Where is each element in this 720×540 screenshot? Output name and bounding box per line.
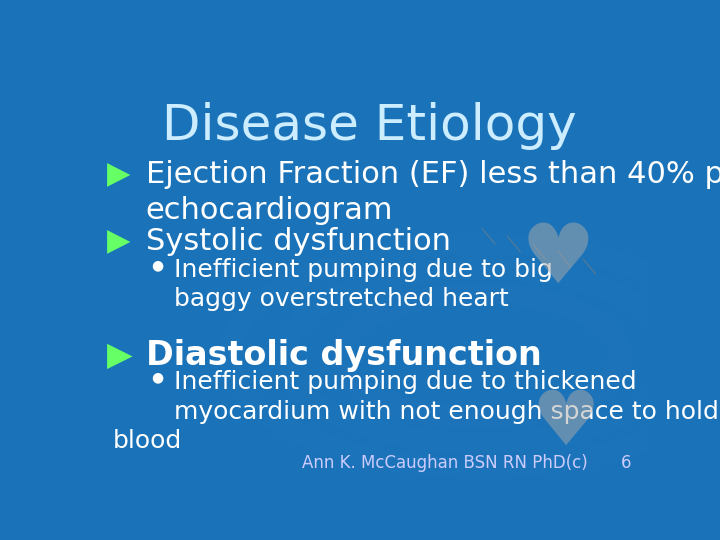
- Text: Diastolic dysfunction: Diastolic dysfunction: [145, 339, 541, 372]
- Text: Systolic dysfunction: Systolic dysfunction: [145, 227, 451, 256]
- Text: Disease Etiology: Disease Etiology: [161, 102, 577, 150]
- Text: Ann K. McCaughan BSN RN PhD(c): Ann K. McCaughan BSN RN PhD(c): [302, 454, 588, 472]
- Text: 6: 6: [621, 454, 631, 472]
- Text: myocardium with not enough space to hold: myocardium with not enough space to hold: [174, 400, 719, 423]
- Text: blood: blood: [112, 429, 181, 453]
- Text: Inefficient pumping due to thickened: Inefficient pumping due to thickened: [174, 370, 636, 394]
- Text: ●: ●: [151, 258, 163, 272]
- Text: ▶: ▶: [107, 160, 130, 190]
- Text: ▶: ▶: [107, 339, 132, 372]
- Text: echocardiogram: echocardiogram: [145, 196, 393, 225]
- Text: ▶: ▶: [107, 227, 130, 256]
- Text: Inefficient pumping due to big: Inefficient pumping due to big: [174, 258, 552, 282]
- Text: ●: ●: [151, 370, 163, 384]
- Text: ♥: ♥: [531, 387, 600, 461]
- Text: Ejection Fraction (EF) less than 40% per: Ejection Fraction (EF) less than 40% per: [145, 160, 720, 190]
- Text: ♥: ♥: [521, 219, 595, 300]
- Text: baggy overstretched heart: baggy overstretched heart: [174, 287, 508, 311]
